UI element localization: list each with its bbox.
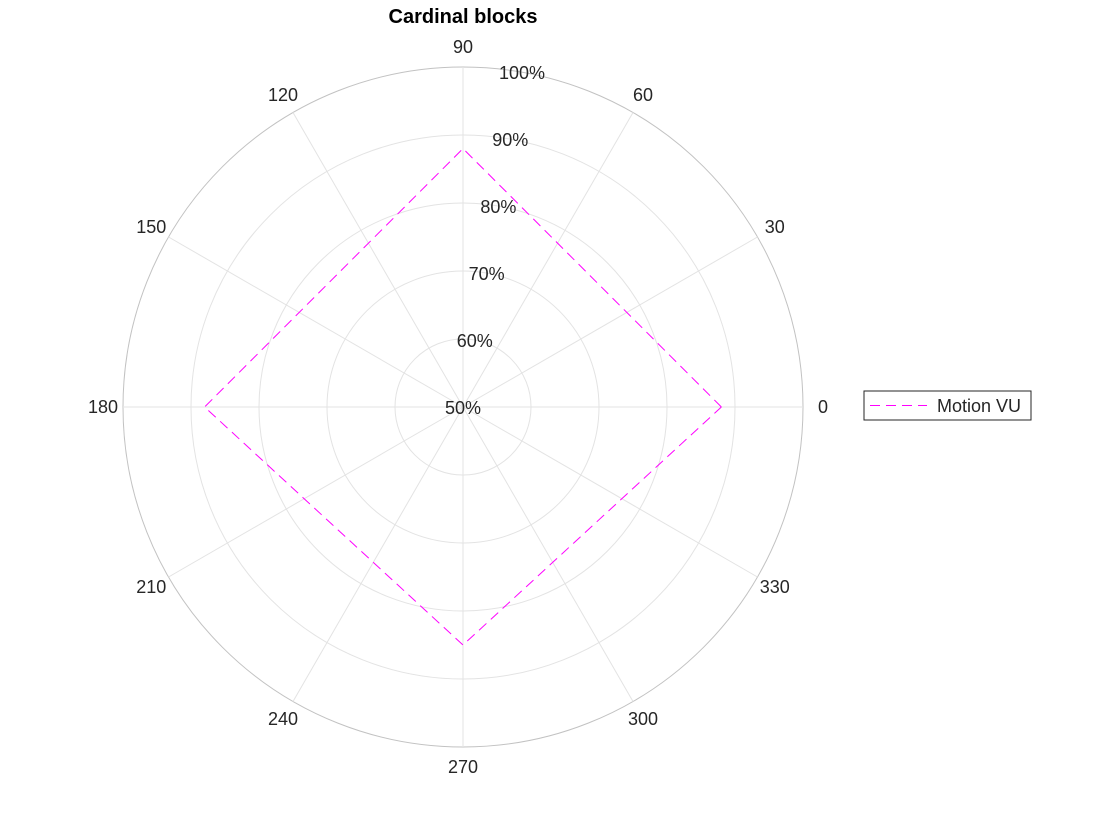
radial-tick-label-90: 90% xyxy=(492,130,528,150)
angular-spoke-210 xyxy=(168,406,464,578)
angular-spoke-60 xyxy=(462,112,634,408)
angular-tick-label-0: 0 xyxy=(818,397,828,417)
radial-tick-label-70: 70% xyxy=(469,264,505,284)
angular-tick-label-330: 330 xyxy=(760,577,790,597)
angular-tick-label-60: 60 xyxy=(633,85,653,105)
angular-tick-label-90: 90 xyxy=(453,37,473,57)
radial-tick-labels: 50% 60% 70% 80% 90% 100% xyxy=(445,63,545,418)
angular-spoke-30 xyxy=(462,236,758,408)
angular-tick-labels: 0 30 60 90 120 150 180 210 240 270 300 330 xyxy=(88,37,828,777)
angular-tick-label-30: 30 xyxy=(765,217,785,237)
legend-label-motion-vu: Motion VU xyxy=(937,396,1021,416)
angular-tick-label-270: 270 xyxy=(448,757,478,777)
series-layer xyxy=(203,147,722,646)
angular-tick-label-210: 210 xyxy=(136,577,166,597)
angular-spoke-240 xyxy=(292,406,464,702)
angular-spoke-300 xyxy=(462,406,634,702)
angular-grid xyxy=(123,67,803,747)
radial-tick-label-100: 100% xyxy=(499,63,545,83)
angular-tick-label-240: 240 xyxy=(268,709,298,729)
angular-spoke-150 xyxy=(168,236,464,408)
angular-tick-label-180: 180 xyxy=(88,397,118,417)
angular-spoke-120 xyxy=(292,112,464,408)
radial-tick-label-50: 50% xyxy=(445,398,481,418)
angular-tick-label-120: 120 xyxy=(268,85,298,105)
angular-tick-label-150: 150 xyxy=(136,217,166,237)
radial-tick-label-60: 60% xyxy=(457,331,493,351)
chart-title: Cardinal blocks xyxy=(389,6,538,28)
series-line-motion-vu xyxy=(203,147,722,646)
angular-spoke-330 xyxy=(462,406,758,578)
angular-tick-label-300: 300 xyxy=(628,709,658,729)
legend: Motion VU xyxy=(863,390,1032,421)
radial-tick-label-80: 80% xyxy=(480,197,516,217)
